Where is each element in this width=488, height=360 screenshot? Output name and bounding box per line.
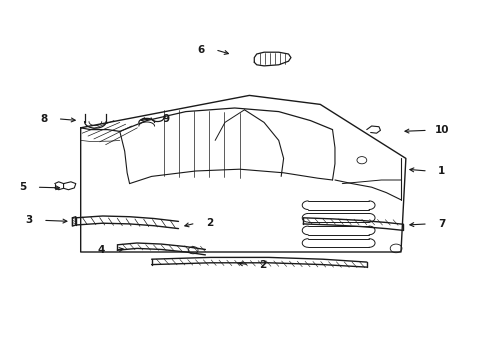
- Text: 4: 4: [97, 245, 105, 255]
- Text: 9: 9: [163, 114, 169, 124]
- Text: 5: 5: [20, 182, 26, 192]
- Text: 7: 7: [437, 219, 445, 229]
- Text: 10: 10: [433, 125, 448, 135]
- Text: 2: 2: [205, 218, 212, 228]
- Text: 3: 3: [26, 215, 33, 225]
- Text: 8: 8: [41, 114, 47, 124]
- Text: 2: 2: [259, 260, 266, 270]
- Text: 1: 1: [437, 166, 444, 176]
- Text: 6: 6: [198, 45, 204, 55]
